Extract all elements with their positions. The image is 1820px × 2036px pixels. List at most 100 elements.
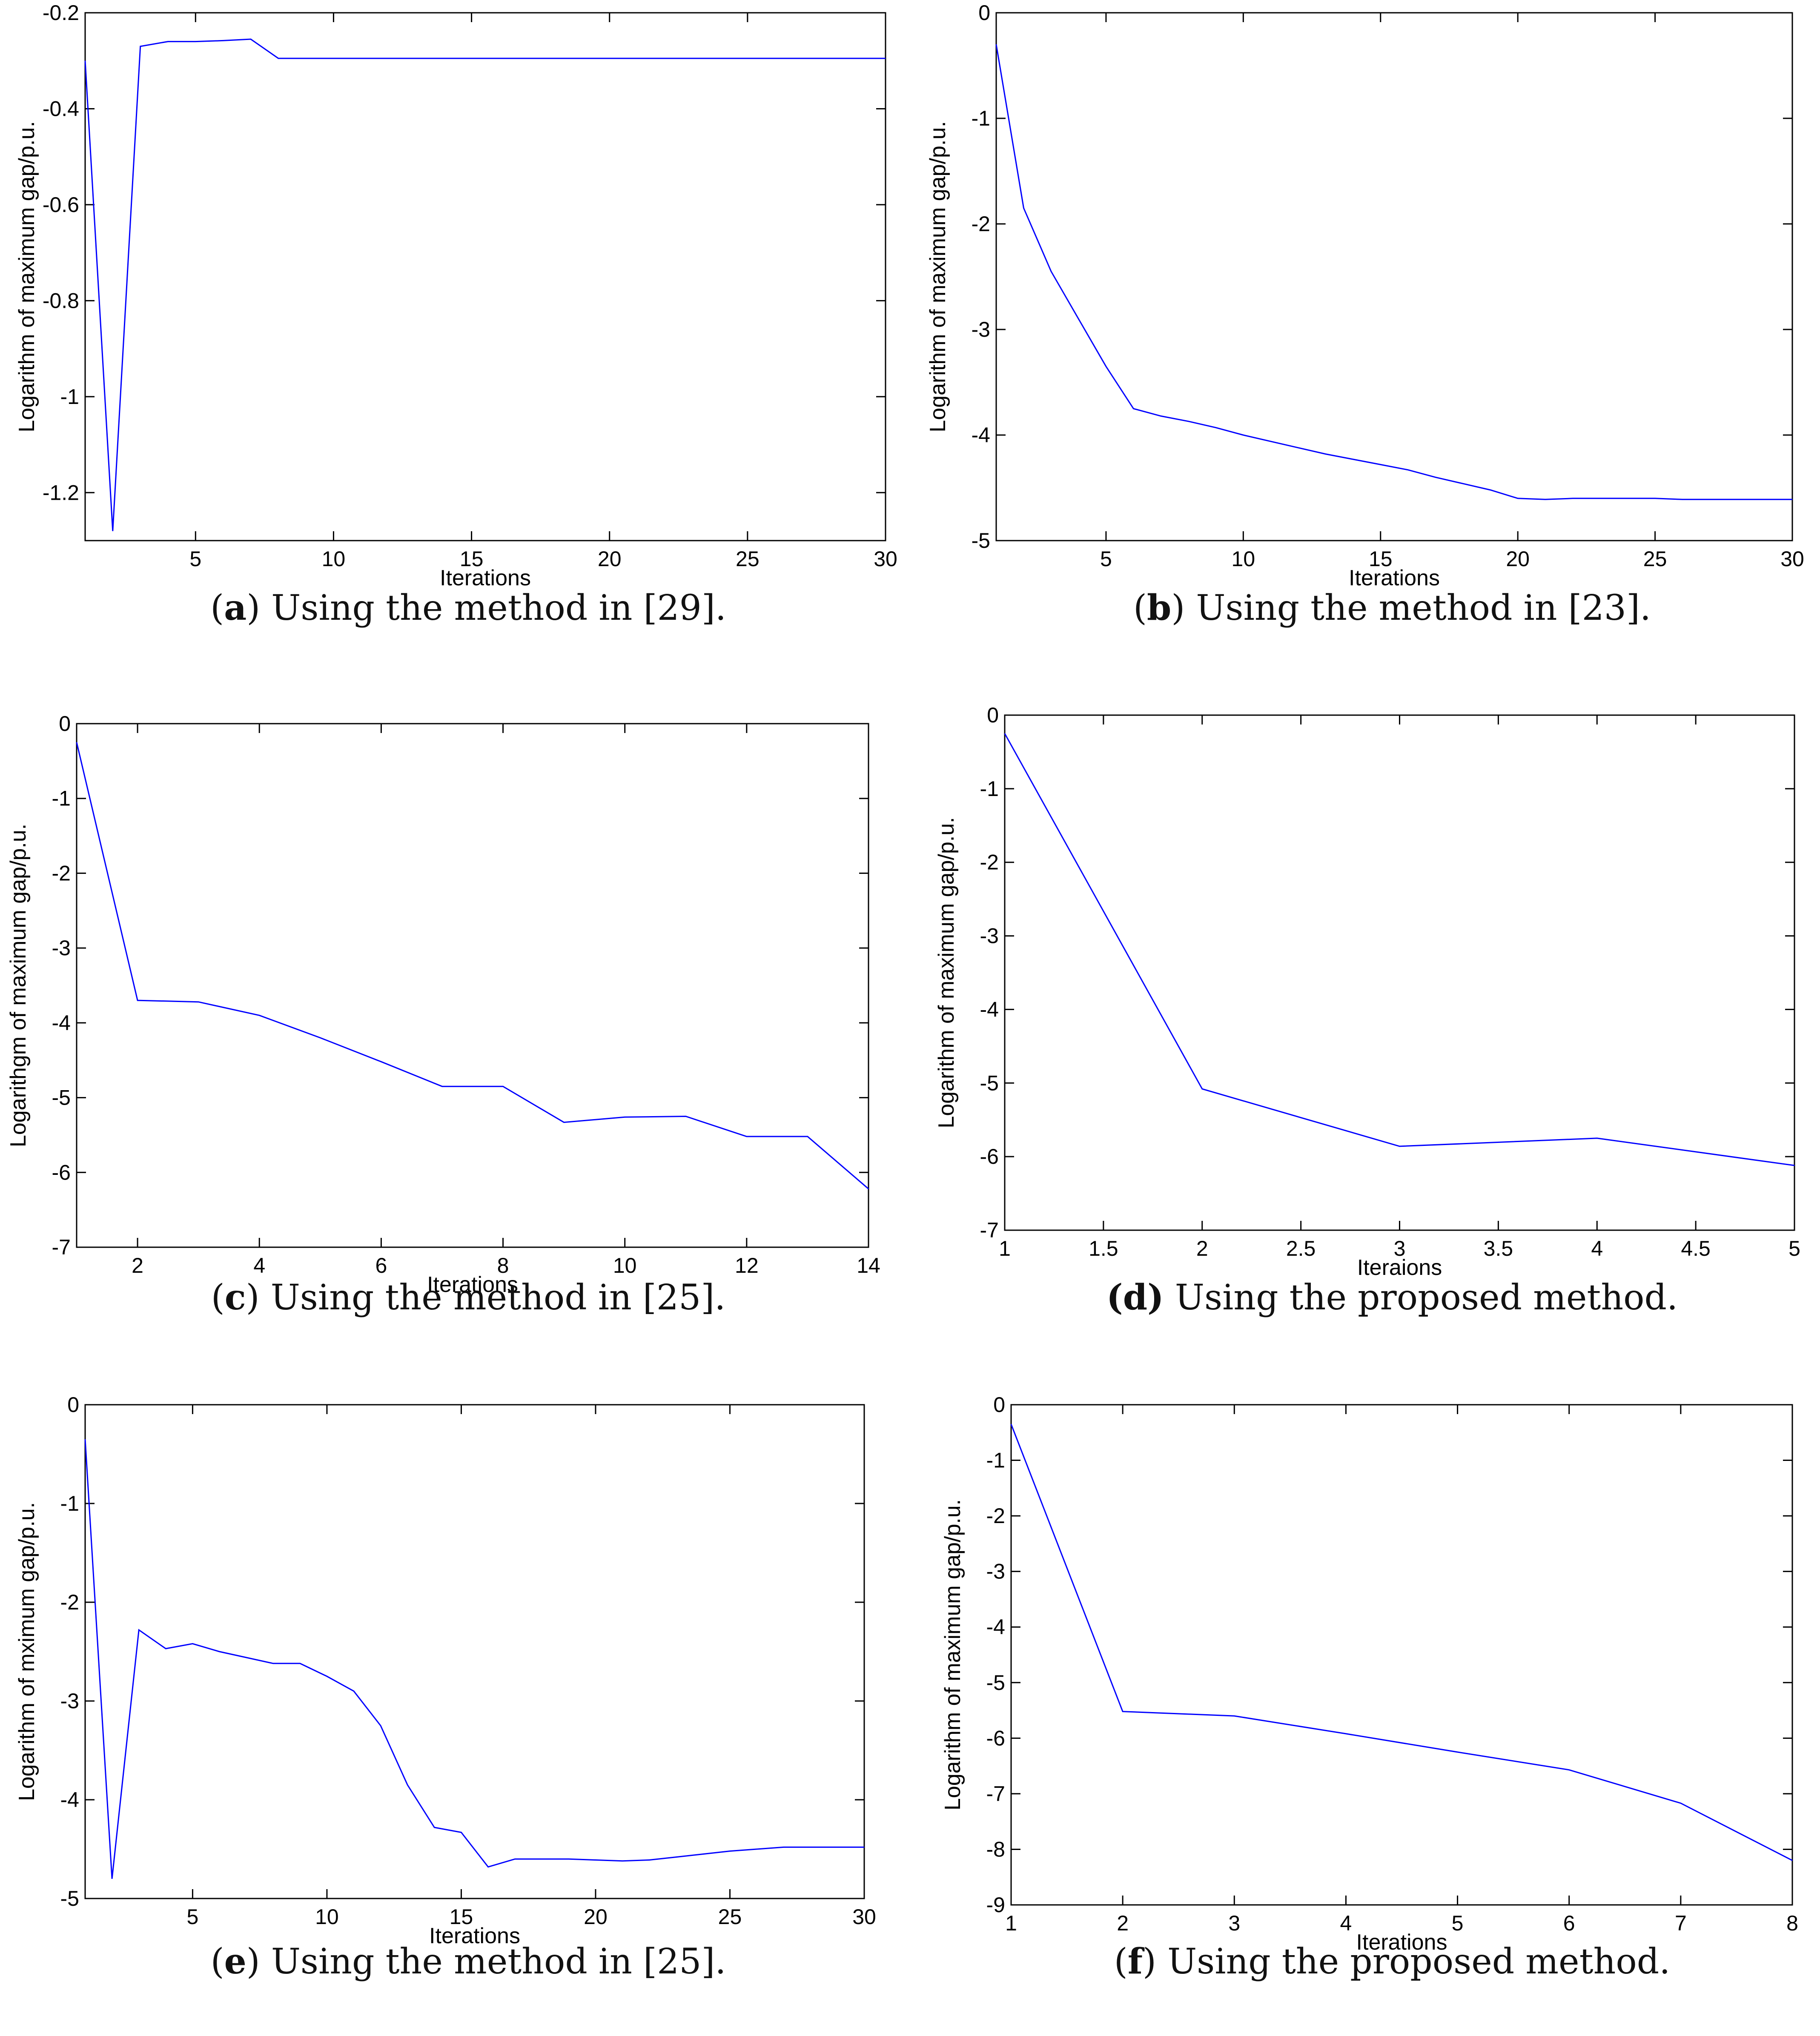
x-tick-label: 20	[598, 547, 622, 571]
y-tick-label: -1	[60, 1492, 79, 1515]
y-tick-label: 0	[67, 1393, 79, 1417]
x-axis-label: Iterations	[1356, 1930, 1447, 1955]
x-tick-label: 30	[852, 1905, 876, 1929]
y-tick-label: -3	[52, 936, 71, 960]
x-tick-label: 4	[1591, 1237, 1603, 1260]
y-tick-label: -6	[986, 1726, 1005, 1750]
y-tick-label: -7	[986, 1782, 1005, 1806]
y-axis-label: Logarithm of maximum gap/p.u.	[934, 817, 959, 1128]
caption-c: (c) Using the method in [25].	[211, 1277, 726, 1318]
data-point	[1215, 427, 1216, 428]
y-tick-label: -2	[986, 1504, 1005, 1528]
plot-frame	[1010, 1404, 1793, 1906]
data-point	[195, 41, 196, 42]
y-tick-label: -2	[52, 861, 71, 885]
x-tick-label: 10	[322, 547, 346, 571]
caption-letter: f	[1127, 1941, 1143, 1982]
caption-letter: a	[224, 587, 247, 628]
x-tick-label: 3.5	[1484, 1237, 1513, 1260]
x-tick-label: 15	[1369, 547, 1393, 571]
y-tick-label: -5	[52, 1086, 71, 1110]
y-tick-label: 0	[978, 1, 990, 25]
y-tick-label: -4	[980, 997, 999, 1021]
caption-f: (f) Using the proposed method.	[1114, 1941, 1671, 1982]
data-point	[868, 1188, 869, 1189]
x-axis-label: Iterations	[1349, 566, 1440, 590]
data-point	[333, 58, 334, 59]
y-tick-label: -1	[52, 787, 71, 810]
y-tick-label: -1	[972, 106, 990, 130]
caption-b: (b) Using the method in [23].	[1133, 587, 1651, 628]
y-tick-label: 0	[993, 1393, 1005, 1417]
x-tick-label: 5	[1100, 547, 1112, 571]
data-series-line	[1010, 1424, 1793, 1861]
y-tick-label: -6	[980, 1145, 999, 1168]
y-axis-label: Logarithm of maximum gap/p.u.	[926, 121, 950, 432]
x-tick-label: 4.5	[1681, 1237, 1711, 1260]
x-tick-label: 1	[1005, 1911, 1017, 1935]
y-tick-label: -6	[52, 1160, 71, 1184]
plot-frame	[84, 1404, 865, 1899]
x-tick-label: 4	[253, 1254, 265, 1277]
y-axis-label: Logarithm of maximum gap/p.u.	[14, 121, 39, 432]
x-tick-label: 14	[857, 1254, 880, 1277]
y-axis-label: Logarithgm of maximum gap/p.u.	[6, 824, 31, 1147]
caption-text: Using the proposed method.	[1156, 1942, 1671, 1982]
caption-letter: e	[224, 1941, 246, 1982]
x-tick-label: 25	[736, 547, 760, 571]
caption-d: (d) Using the proposed method.	[966, 1277, 1818, 1318]
y-tick-label: -4	[52, 1011, 71, 1035]
x-tick-label: 30	[874, 547, 897, 571]
data-series-line	[84, 1439, 864, 1879]
y-axis-label: Logarithm of mximum gap/p.u.	[14, 1502, 39, 1801]
x-tick-label: 1.5	[1089, 1237, 1118, 1260]
x-tick-label: 2	[1196, 1237, 1208, 1260]
plot-frame	[84, 12, 886, 541]
caption-text: Using the method in [25].	[259, 1277, 726, 1318]
x-axis-label: Iterations	[429, 1924, 520, 1948]
x-tick-label: 3	[1228, 1911, 1240, 1935]
y-tick-label: -8	[986, 1837, 1005, 1861]
x-tick-label: 6	[1563, 1911, 1575, 1935]
y-tick-label: 0	[59, 712, 71, 736]
data-point	[807, 1136, 808, 1137]
y-tick-label: -5	[986, 1671, 1005, 1695]
data-point	[609, 58, 610, 59]
data-point	[250, 39, 251, 40]
data-series-line	[76, 742, 869, 1190]
data-point	[1680, 1803, 1681, 1804]
data-point	[259, 1015, 260, 1016]
x-tick-label: 4	[1340, 1911, 1352, 1935]
x-tick-label: 15	[460, 547, 484, 571]
y-axis-label: Logarithm of maximum gap/p.u.	[940, 1499, 965, 1810]
x-tick-label: 10	[613, 1254, 637, 1277]
x-axis-label: Iterations	[440, 566, 531, 590]
x-tick-label: 8	[1786, 1911, 1798, 1935]
data-point	[1435, 477, 1436, 478]
x-tick-label: 7	[1675, 1911, 1687, 1935]
y-tick-label: -0.8	[43, 289, 79, 312]
y-tick-label: -5	[972, 529, 990, 553]
y-tick-label: -0.6	[43, 193, 79, 217]
caption-letter: (d)	[1106, 1277, 1164, 1318]
data-point	[1737, 499, 1738, 500]
y-tick-label: -2	[972, 212, 990, 236]
data-series-line	[995, 44, 1792, 500]
x-tick-label: 3	[1394, 1237, 1406, 1260]
x-axis-label: Iterations	[427, 1272, 518, 1297]
y-tick-label: -5	[60, 1887, 79, 1910]
x-tick-label: 30	[1780, 547, 1804, 571]
x-axis-label: Iteraions	[1357, 1255, 1442, 1280]
plot-frame	[76, 723, 869, 1248]
caption-text: Using the proposed method.	[1164, 1277, 1678, 1318]
x-tick-label: 5	[1452, 1911, 1464, 1935]
x-tick-label: 15	[450, 1905, 473, 1929]
y-tick-label: -1.2	[43, 481, 79, 504]
caption-text: Using the method in [25].	[260, 1942, 726, 1982]
